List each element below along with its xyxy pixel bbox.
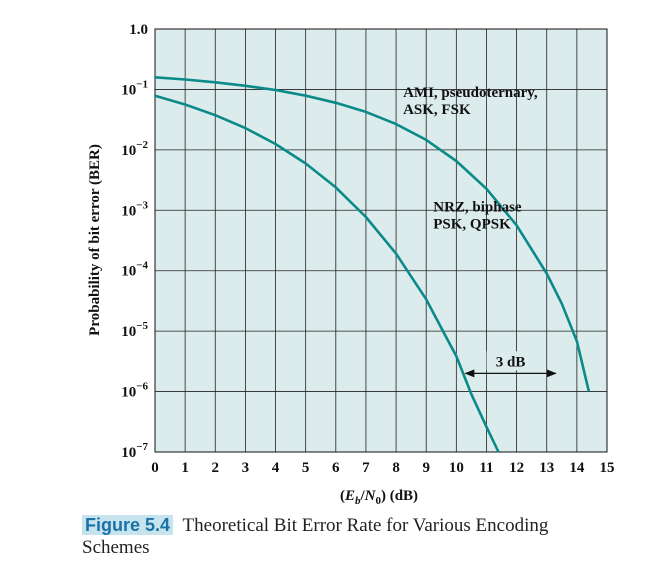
series-label-2: ASK, FSK [403, 102, 471, 118]
y-tick-label: 10−2 [121, 139, 148, 159]
caption-text: Theoretical Bit Error Rate for Various E… [82, 515, 549, 558]
x-tick-label: 12 [509, 460, 524, 476]
x-tick-label: 1 [181, 460, 189, 476]
x-tick-label: 10 [449, 460, 464, 476]
x-tick-label: 14 [569, 460, 585, 476]
figure-label: Figure 5.4 [82, 515, 174, 535]
y-tick-label: 10−4 [121, 260, 148, 280]
x-tick-label: 3 [242, 460, 250, 476]
x-tick-label: 5 [302, 460, 310, 476]
series-line-2 [154, 76, 591, 392]
series-label-1: PSK, QPSK [433, 217, 511, 233]
x-tick-label: 11 [479, 460, 493, 476]
y-tick-label: 1.0 [129, 22, 148, 38]
x-tick-label: 7 [362, 460, 370, 476]
x-tick-label: 2 [212, 460, 220, 476]
y-tick-label: 10−3 [121, 199, 148, 219]
y-tick-label: 10−7 [121, 441, 148, 461]
x-tick-label: 6 [332, 460, 340, 476]
x-axis-label: (Eb/N0) (dB) [340, 488, 418, 507]
series-label-1: NRZ, biphase [433, 200, 522, 216]
y-axis-label: Probability of bit error (BER) [87, 144, 103, 336]
annotation-3db: 3 dB [464, 351, 557, 378]
y-tick-label: 10−5 [121, 320, 148, 340]
series-line-1 [154, 94, 500, 453]
series-label-2: AMI, pseudoternary, [403, 85, 538, 101]
y-tick-label: 10−6 [121, 381, 148, 401]
grid-lines [155, 29, 607, 452]
x-tick-label: 8 [392, 460, 400, 476]
curves [154, 76, 591, 453]
x-tick-label: 9 [422, 460, 430, 476]
x-tick-label: 13 [539, 460, 554, 476]
y-tick-labels: 1.0 10−1 10−2 10−3 10−4 10−5 10−6 10−7 [121, 22, 148, 461]
plot-area [154, 28, 608, 453]
x-tick-label: 4 [272, 460, 280, 476]
figure-caption: Figure 5.4 Theoretical Bit Error Rate fo… [82, 514, 602, 559]
annotation-label: 3 dB [496, 354, 526, 370]
y-tick-label: 10−1 [121, 78, 148, 98]
annotation-bg [486, 351, 535, 371]
x-tick-label: 0 [151, 460, 159, 476]
x-tick-label: 15 [600, 460, 615, 476]
x-tick-labels: 0 1 2 3 4 5 6 7 8 9 10 11 12 13 14 15 [151, 460, 614, 476]
